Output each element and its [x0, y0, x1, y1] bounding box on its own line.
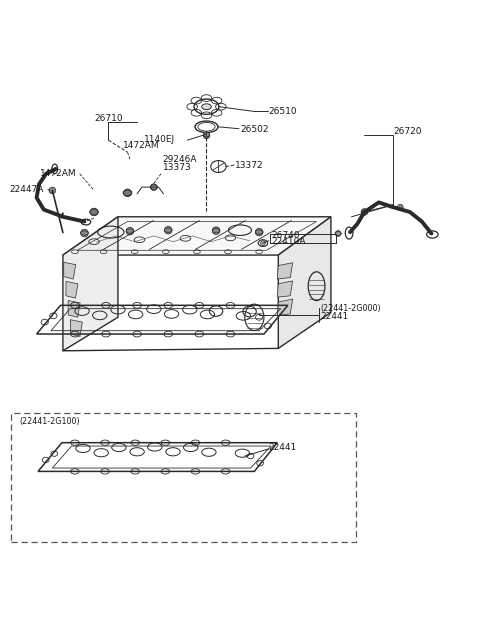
Polygon shape: [68, 301, 80, 318]
Text: 26710: 26710: [94, 114, 123, 123]
Text: 13372: 13372: [235, 161, 264, 169]
Circle shape: [49, 187, 56, 194]
Text: 26740: 26740: [271, 231, 300, 241]
Polygon shape: [277, 262, 293, 279]
Circle shape: [203, 132, 210, 139]
Polygon shape: [71, 319, 82, 336]
Text: 26510: 26510: [269, 107, 297, 116]
Text: 13373: 13373: [162, 163, 191, 172]
Text: 1472AM: 1472AM: [123, 141, 159, 151]
Circle shape: [261, 241, 265, 246]
Polygon shape: [63, 217, 331, 255]
Polygon shape: [66, 281, 78, 298]
Text: 1140EJ: 1140EJ: [144, 135, 175, 144]
Circle shape: [151, 184, 157, 191]
Polygon shape: [277, 281, 293, 297]
Text: (22441-2G100): (22441-2G100): [19, 417, 80, 426]
Circle shape: [255, 228, 263, 236]
Circle shape: [212, 227, 220, 234]
Text: (22441-2G000): (22441-2G000): [321, 304, 381, 313]
Text: 22410A: 22410A: [271, 237, 306, 246]
Text: 1472AM: 1472AM: [40, 169, 77, 178]
Circle shape: [335, 231, 341, 236]
Polygon shape: [64, 262, 76, 279]
Circle shape: [164, 226, 172, 234]
Ellipse shape: [204, 132, 209, 137]
Circle shape: [397, 204, 403, 210]
Text: 22441: 22441: [321, 312, 348, 321]
Text: 26502: 26502: [240, 125, 268, 134]
Polygon shape: [278, 217, 331, 348]
Ellipse shape: [202, 104, 211, 109]
Circle shape: [126, 228, 134, 235]
Circle shape: [124, 189, 132, 197]
Text: 22441: 22441: [269, 443, 297, 452]
Circle shape: [90, 208, 98, 216]
Text: 26720: 26720: [393, 127, 421, 136]
Text: 29246A: 29246A: [162, 155, 197, 164]
Polygon shape: [277, 299, 293, 316]
Circle shape: [361, 209, 368, 216]
Circle shape: [81, 229, 88, 237]
Polygon shape: [63, 217, 118, 351]
Text: 22447A: 22447A: [9, 184, 44, 194]
